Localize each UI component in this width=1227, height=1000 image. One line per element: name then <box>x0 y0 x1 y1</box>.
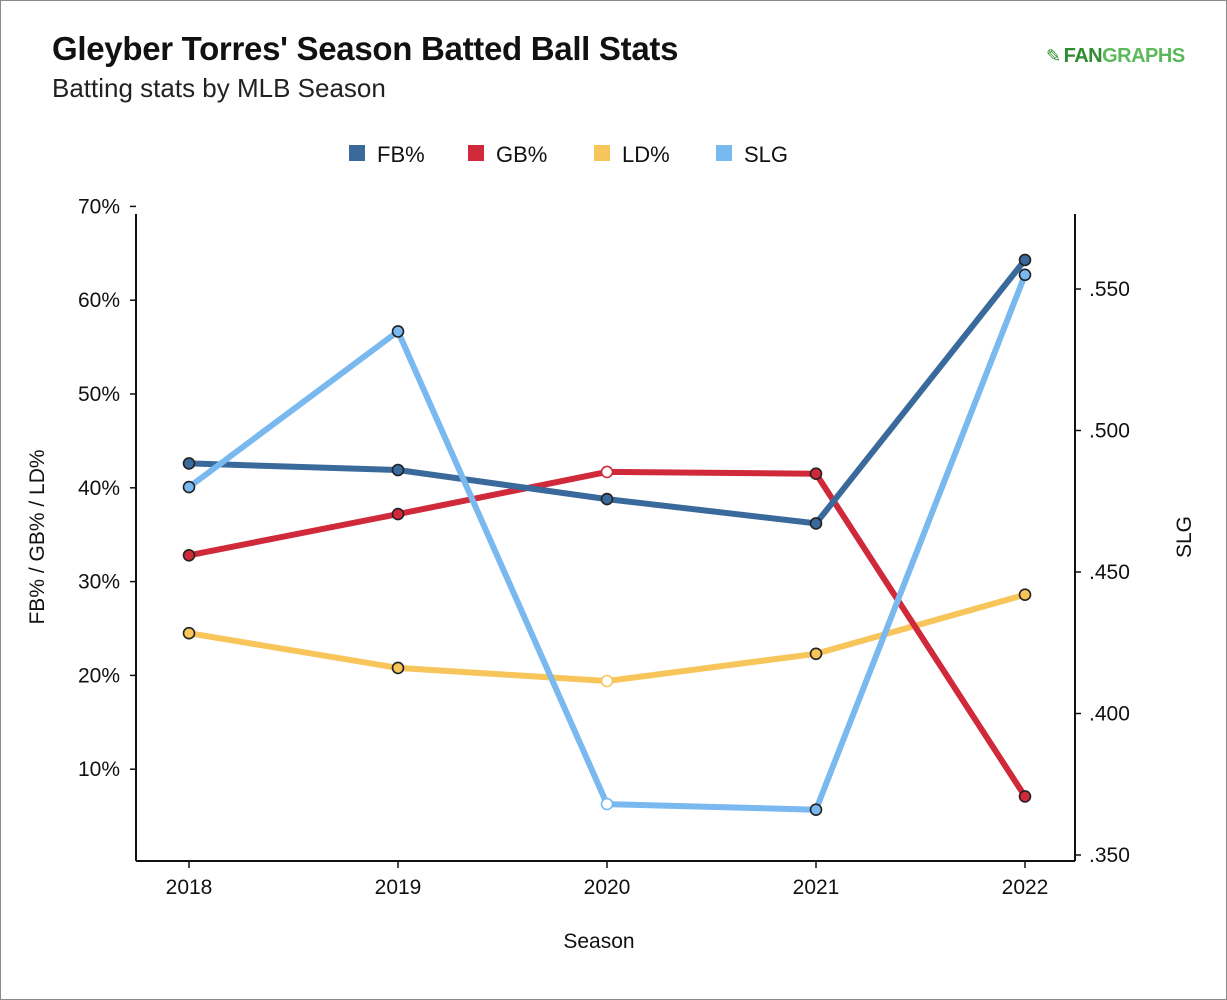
legend-swatch-ld-pct <box>594 145 610 161</box>
data-point-slg <box>809 803 823 817</box>
x-tick-label: 2018 <box>166 876 213 899</box>
x-axis-title: Season <box>563 930 634 953</box>
legend-swatch-slg <box>716 145 732 161</box>
legend-label-slg: SLG <box>744 142 788 167</box>
data-point-gb-pct <box>1018 790 1032 803</box>
data-point-ld-pct <box>182 626 196 640</box>
data-point-fb-pct <box>809 517 823 530</box>
series-slg <box>182 268 1032 817</box>
y-tick-label-right: .500 <box>1089 420 1130 443</box>
x-tick-label: 2022 <box>1002 876 1049 899</box>
legend-swatch-gb-pct <box>468 145 484 161</box>
y-tick-label-right: .400 <box>1089 703 1130 726</box>
legend-label-fb-pct: FB% <box>377 142 425 167</box>
logo-text-fan: FAN <box>1063 45 1103 67</box>
data-point-fb-pct <box>1018 253 1032 267</box>
data-point-ld-pct <box>600 674 614 688</box>
data-point-slg <box>600 797 614 811</box>
data-point-ld-pct <box>809 647 823 661</box>
y-tick-label-right: .550 <box>1089 278 1130 301</box>
x-tick-label: 2021 <box>793 876 840 899</box>
logo-text-graphs: GRAPHS <box>1102 45 1185 67</box>
legend-label-gb-pct: GB% <box>496 142 547 167</box>
data-point-slg <box>182 480 196 494</box>
chart-subtitle: Batting stats by MLB Season <box>52 73 386 103</box>
y-tick-label-left: 40% <box>78 477 120 500</box>
data-point-gb-pct <box>600 465 614 479</box>
legend-swatch-fb-pct <box>349 145 365 161</box>
data-point-gb-pct <box>809 467 823 481</box>
series-line-gb-pct <box>186 468 1028 800</box>
series-line-slg <box>186 271 1028 813</box>
y-tick-label-right: .450 <box>1089 561 1130 584</box>
chart-legend: FB% GB% LD% SLG <box>349 142 788 167</box>
batter-icon: ✎ <box>1046 46 1061 66</box>
data-point-fb-pct <box>182 457 196 470</box>
chart-axes: 10% 20% 30% 40% 50% 60% 70% .350 .400 .450 .500 .55… <box>26 195 1196 953</box>
y-tick-label-left: 20% <box>78 664 120 687</box>
x-tick-label: 2020 <box>584 876 631 899</box>
series-gb-pct <box>182 465 1032 803</box>
y-tick-label-left: 30% <box>78 571 120 594</box>
data-point-slg <box>391 325 405 338</box>
data-point-gb-pct <box>182 548 196 562</box>
y-tick-label-left: 60% <box>78 289 120 312</box>
y-tick-label-left: 50% <box>78 383 120 406</box>
x-tick-label: 2019 <box>375 876 422 899</box>
chart-series <box>182 253 1032 817</box>
data-point-ld-pct <box>1018 588 1032 602</box>
fangraphs-logo: ✎ FAN GRAPHS <box>1046 45 1185 68</box>
data-point-gb-pct <box>391 507 405 521</box>
y-axis-left-title: FB% / GB% / LD% <box>26 449 49 624</box>
data-point-ld-pct <box>391 661 405 675</box>
legend-label-ld-pct: LD% <box>622 142 670 167</box>
data-point-slg <box>1018 268 1032 282</box>
y-tick-label-right: .350 <box>1089 844 1130 867</box>
series-fb-pct <box>182 253 1032 530</box>
chart-title: Gleyber Torres' Season Batted Ball Stats <box>52 30 679 67</box>
y-axis-right-title: SLG <box>1173 516 1196 558</box>
data-point-fb-pct <box>391 463 405 477</box>
data-point-fb-pct <box>600 492 614 506</box>
y-tick-label-left: 10% <box>78 758 120 781</box>
y-tick-label-left: 70% <box>78 195 120 218</box>
